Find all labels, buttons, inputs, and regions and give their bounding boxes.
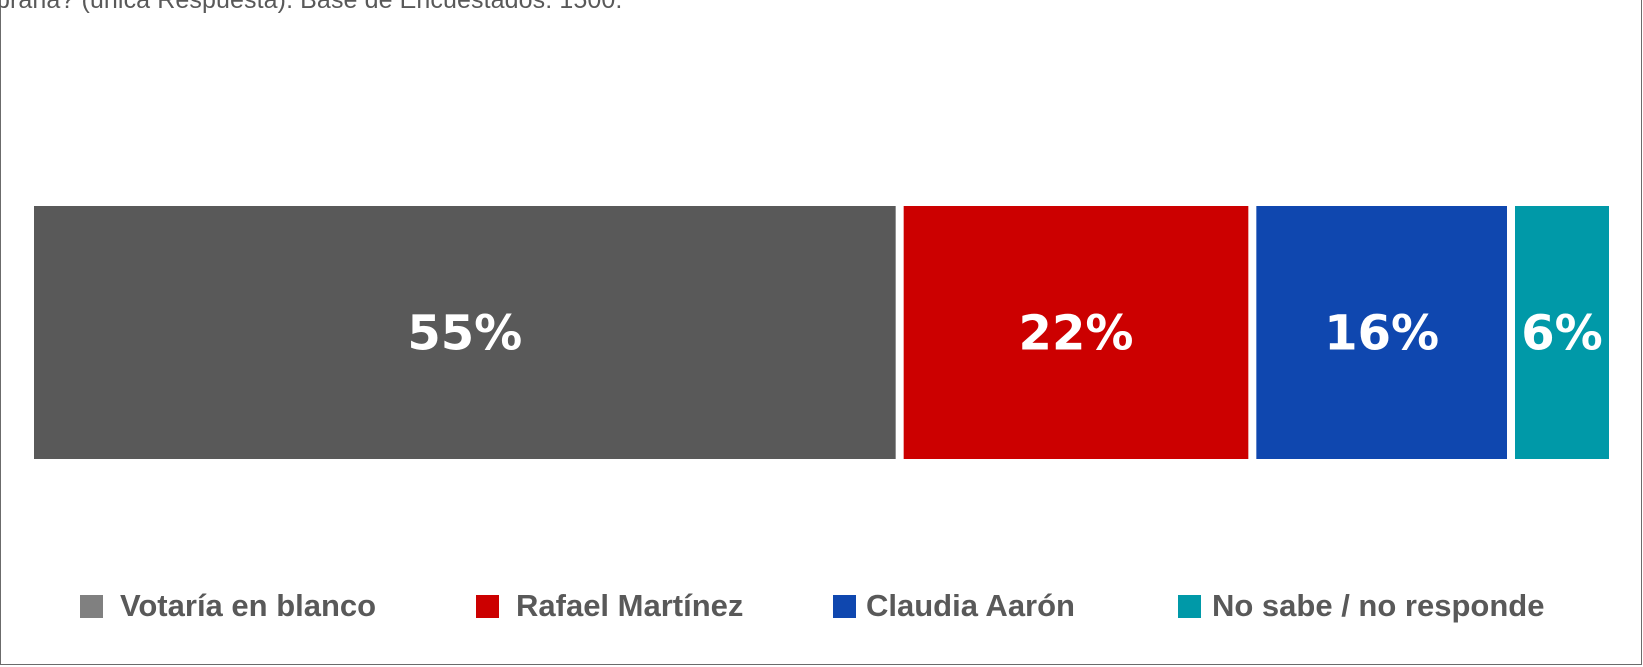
legend-label-no-sabe-no-responde: No sabe / no responde: [1212, 588, 1545, 623]
legend-swatch-claudia-aaron: [833, 594, 856, 618]
legend-label-claudia-aaron: Claudia Aarón: [866, 588, 1075, 623]
chart-caption: brana? (única Respuesta). Base de Encues…: [0, 0, 623, 14]
legend-swatch-no-sabe-no-responde: [1178, 594, 1201, 618]
bar-segment-no-sabe-no-responde: [1515, 206, 1609, 459]
legend-swatch-votaria-en-blanco: [80, 594, 103, 618]
data-label-rafael-martinez: 22%: [1019, 306, 1134, 362]
legend-item-no-sabe-no-responde: No sabe / no responde: [1178, 578, 1544, 634]
legend-item-claudia-aaron: Claudia Aarón: [833, 578, 1075, 634]
legend-swatch-rafael-martinez: [476, 594, 499, 618]
data-label-claudia-aaron: 16%: [1324, 306, 1439, 362]
legend-item-rafael-martinez: Rafael Martínez: [476, 578, 743, 634]
data-label-no-sabe-no-responde: 6%: [1521, 306, 1603, 362]
legend-item-votaria-en-blanco: Votaría en blanco: [80, 578, 376, 634]
bar-segment-votaria-en-blanco: [34, 206, 896, 459]
chart-legend: Votaría en blanco Rafael Martínez Claudi…: [0, 578, 1643, 638]
legend-label-votaria-en-blanco: Votaría en blanco: [120, 588, 377, 623]
legend-label-rafael-martinez: Rafael Martínez: [516, 588, 744, 623]
bar-segment-claudia-aaron: [1256, 206, 1507, 459]
data-label-votaria-en-blanco: 55%: [407, 306, 522, 362]
bar-segment-rafael-martinez: [903, 206, 1249, 459]
